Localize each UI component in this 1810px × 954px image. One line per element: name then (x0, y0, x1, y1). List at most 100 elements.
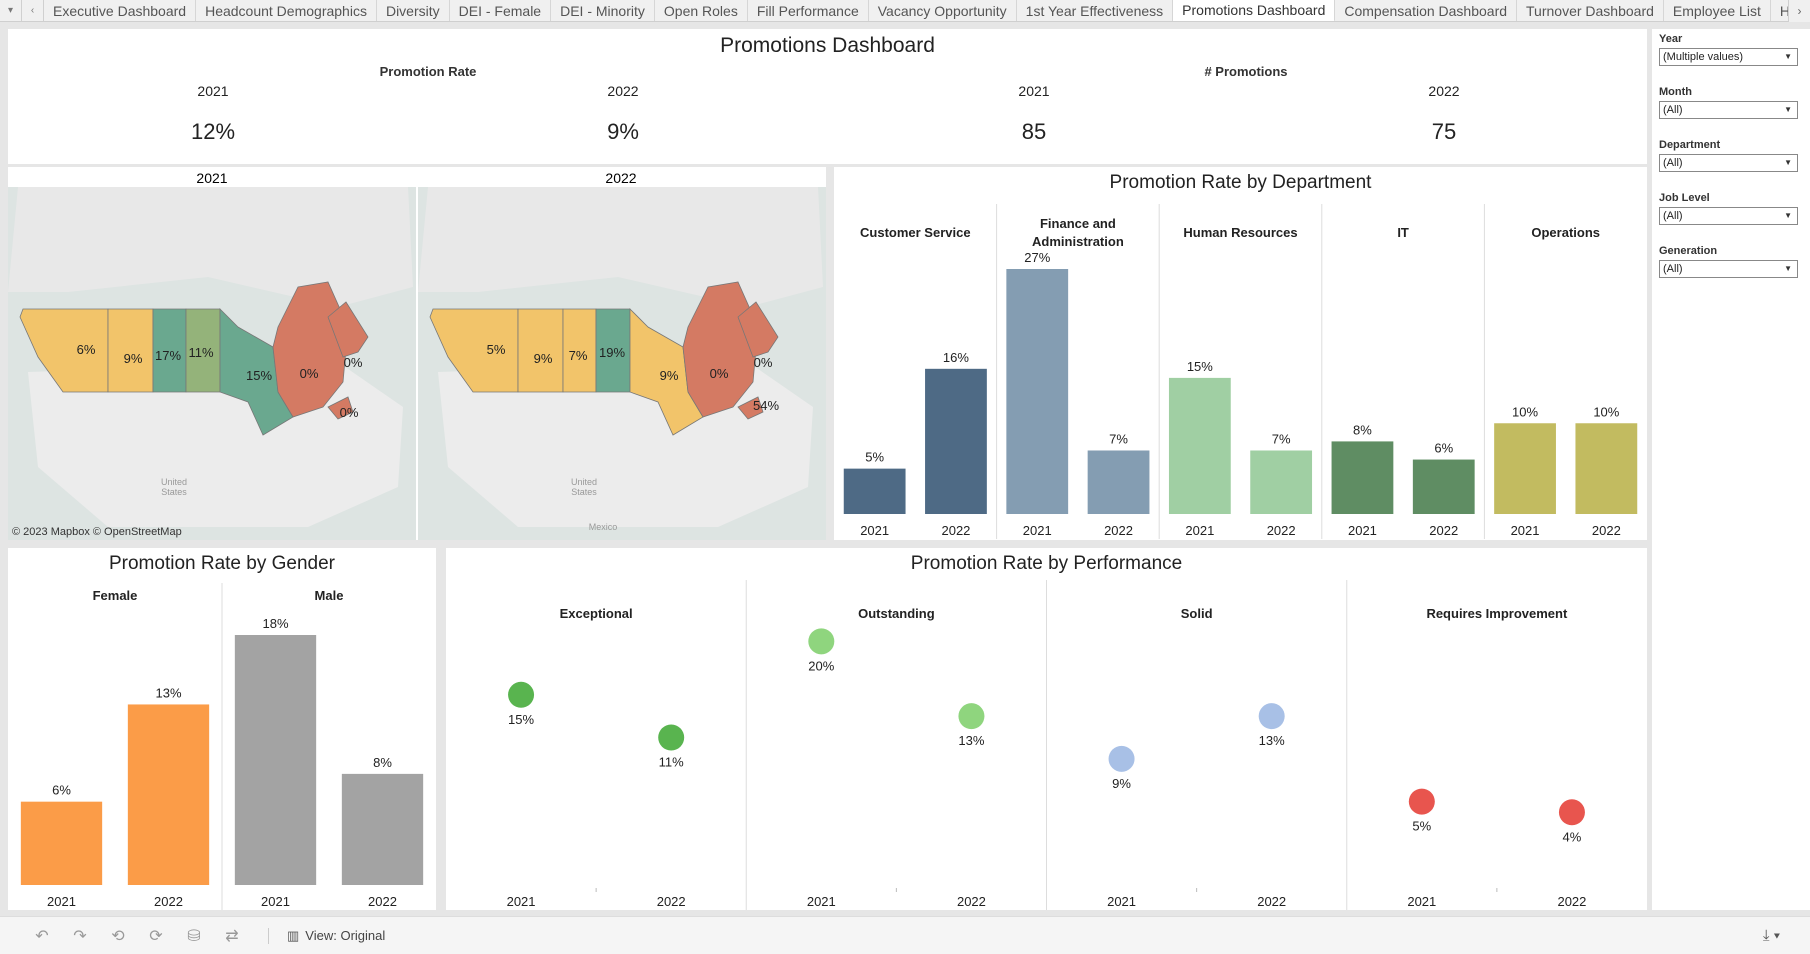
filter-label-department: Department (1659, 139, 1721, 151)
tab-turnover-dashboard[interactable]: Turnover Dashboard (1517, 0, 1664, 21)
map-province-label: 5% (487, 342, 506, 357)
download-icon[interactable]: ⤓ ▾ (1762, 927, 1780, 944)
dot-value-label: 5% (1412, 819, 1431, 834)
department-chart-title: Promotion Rate by Department (1109, 172, 1372, 193)
performance-dot[interactable] (958, 703, 985, 730)
bar[interactable] (341, 773, 424, 885)
bar[interactable] (1494, 423, 1556, 514)
x-tick-label: 2021 (1107, 894, 1136, 909)
bar[interactable] (234, 635, 317, 885)
group-header: Finance and (1040, 216, 1116, 231)
map-province-label: 9% (124, 351, 143, 366)
bar-value-label: 10% (1593, 404, 1619, 419)
bar-value-label: 7% (1272, 431, 1291, 446)
bar[interactable] (20, 801, 103, 885)
revert-icon[interactable]: ⟲ (111, 927, 125, 945)
bar[interactable] (843, 468, 906, 514)
bar-value-label: 7% (1109, 431, 1128, 446)
bar[interactable] (1168, 377, 1231, 514)
tab-scroll-right-icon[interactable]: › (1788, 0, 1810, 22)
kpi-promotion-rate-2021: 12% (190, 119, 236, 144)
performance-dot[interactable] (1558, 799, 1585, 826)
province-shape[interactable] (737, 301, 779, 358)
tab-list: Executive Dashboard Headcount Demographic… (44, 0, 1810, 21)
toolbar-divider (268, 927, 269, 944)
performance-dot[interactable] (658, 724, 685, 751)
province-shape[interactable] (737, 396, 764, 420)
group-header: Solid (1181, 606, 1213, 621)
province-shape[interactable] (327, 396, 354, 420)
performance-dot[interactable] (508, 681, 535, 708)
bar[interactable] (1006, 269, 1069, 514)
view-original-button[interactable]: ▥ View: Original (287, 928, 385, 944)
map-province-label: 0% (340, 405, 359, 420)
performance-dot[interactable] (1408, 788, 1435, 815)
x-tick-label: 2022 (1429, 523, 1458, 538)
performance-dot[interactable] (1258, 703, 1285, 730)
tab-fill-performance[interactable]: Fill Performance (748, 0, 869, 21)
bar[interactable] (127, 704, 210, 885)
tab-headcount-demographics[interactable]: Headcount Demographics (196, 0, 377, 21)
dashboard-title: Promotions Dashboard (720, 34, 935, 57)
tab-dei-minority[interactable]: DEI - Minority (551, 0, 655, 21)
tab-menu-icon[interactable]: ▾ (0, 0, 22, 21)
bar[interactable] (1331, 441, 1394, 514)
group-header: IT (1397, 225, 1409, 240)
filter-dropdown-generation[interactable]: (All) ▼ (1659, 260, 1798, 278)
tab-compensation-dashboard[interactable]: Compensation Dashboard (1335, 0, 1518, 21)
pause-updates-icon[interactable]: ⇄ (225, 927, 239, 945)
performance-dot[interactable] (1108, 745, 1135, 772)
performance-dot[interactable] (808, 628, 835, 655)
tab-vacancy-opportunity[interactable]: Vacancy Opportunity (869, 0, 1017, 21)
filter-dropdown-month[interactable]: (All) ▼ (1659, 101, 1798, 119)
province-shape[interactable] (327, 301, 369, 358)
canada-maps[interactable]: 2021 2022 6%9% 17% 11%15% 0%0%0%UnitedState… (8, 167, 826, 540)
dot-value-label: 4% (1563, 829, 1582, 844)
gender-bar-chart: Female 6% 2021 13% 2022 Male 18% 2021 8% 2022 (20, 583, 424, 910)
bar[interactable] (1575, 423, 1638, 514)
department-panel: Promotion Rate by Department Customer Se… (834, 167, 1647, 540)
kpi-year: 2022 (607, 83, 639, 99)
tab-diversity[interactable]: Diversity (377, 0, 450, 21)
gender-chart-title: Promotion Rate by Gender (108, 553, 335, 574)
num-promotions-label: # Promotions (1204, 64, 1288, 79)
bar[interactable] (1250, 450, 1313, 514)
tab-promotions-dashboard[interactable]: Promotions Dashboard (1173, 0, 1336, 21)
refresh-data-icon[interactable]: ⟳ (149, 927, 163, 945)
map-year-2022: 2022 (605, 170, 636, 186)
tab-scroll-left-icon[interactable]: ‹ (22, 0, 44, 21)
tab-dei-female[interactable]: DEI - Female (450, 0, 552, 21)
tab-open-roles[interactable]: Open Roles (655, 0, 748, 21)
kpi-promotion-rate-2022: 9% (607, 119, 639, 144)
bar[interactable] (925, 368, 987, 514)
chevron-down-icon: ▼ (1784, 211, 1792, 220)
kpi-year: 2021 (197, 83, 229, 99)
map-us-label: States (161, 487, 187, 497)
tab-employee-list[interactable]: Employee List (1664, 0, 1771, 21)
datasource-icon[interactable]: ⛁ (187, 927, 201, 945)
tab-1st-year-effectiveness[interactable]: 1st Year Effectiveness (1017, 0, 1174, 21)
map-province-label: 15% (246, 368, 272, 383)
chevron-down-icon: ▼ (1784, 105, 1792, 114)
filter-dropdown-department[interactable]: (All) ▼ (1659, 154, 1798, 172)
bar[interactable] (1087, 450, 1150, 514)
group-header: Human Resources (1183, 225, 1297, 240)
filter-dropdown-year[interactable]: (Multiple values) ▼ (1659, 48, 1798, 66)
x-tick-label: 2022 (368, 894, 397, 909)
bar-value-label: 5% (865, 450, 884, 465)
x-tick-label: 2021 (807, 894, 836, 909)
group-header: Operations (1531, 225, 1600, 240)
dot-value-label: 11% (659, 755, 684, 770)
bar[interactable] (1412, 459, 1475, 514)
kpi-promotions-2021: 85 (1021, 119, 1047, 144)
undo-icon[interactable]: ↶ (35, 927, 49, 945)
filter-value: (All) (1663, 104, 1683, 116)
chevron-down-icon: ▼ (1784, 52, 1792, 61)
bar-value-label: 18% (262, 616, 288, 631)
redo-icon[interactable]: ↷ (73, 927, 87, 945)
tab-executive-dashboard[interactable]: Executive Dashboard (44, 0, 197, 21)
filter-dropdown-job-level[interactable]: (All) ▼ (1659, 207, 1798, 225)
map-us-label: United (161, 477, 187, 487)
